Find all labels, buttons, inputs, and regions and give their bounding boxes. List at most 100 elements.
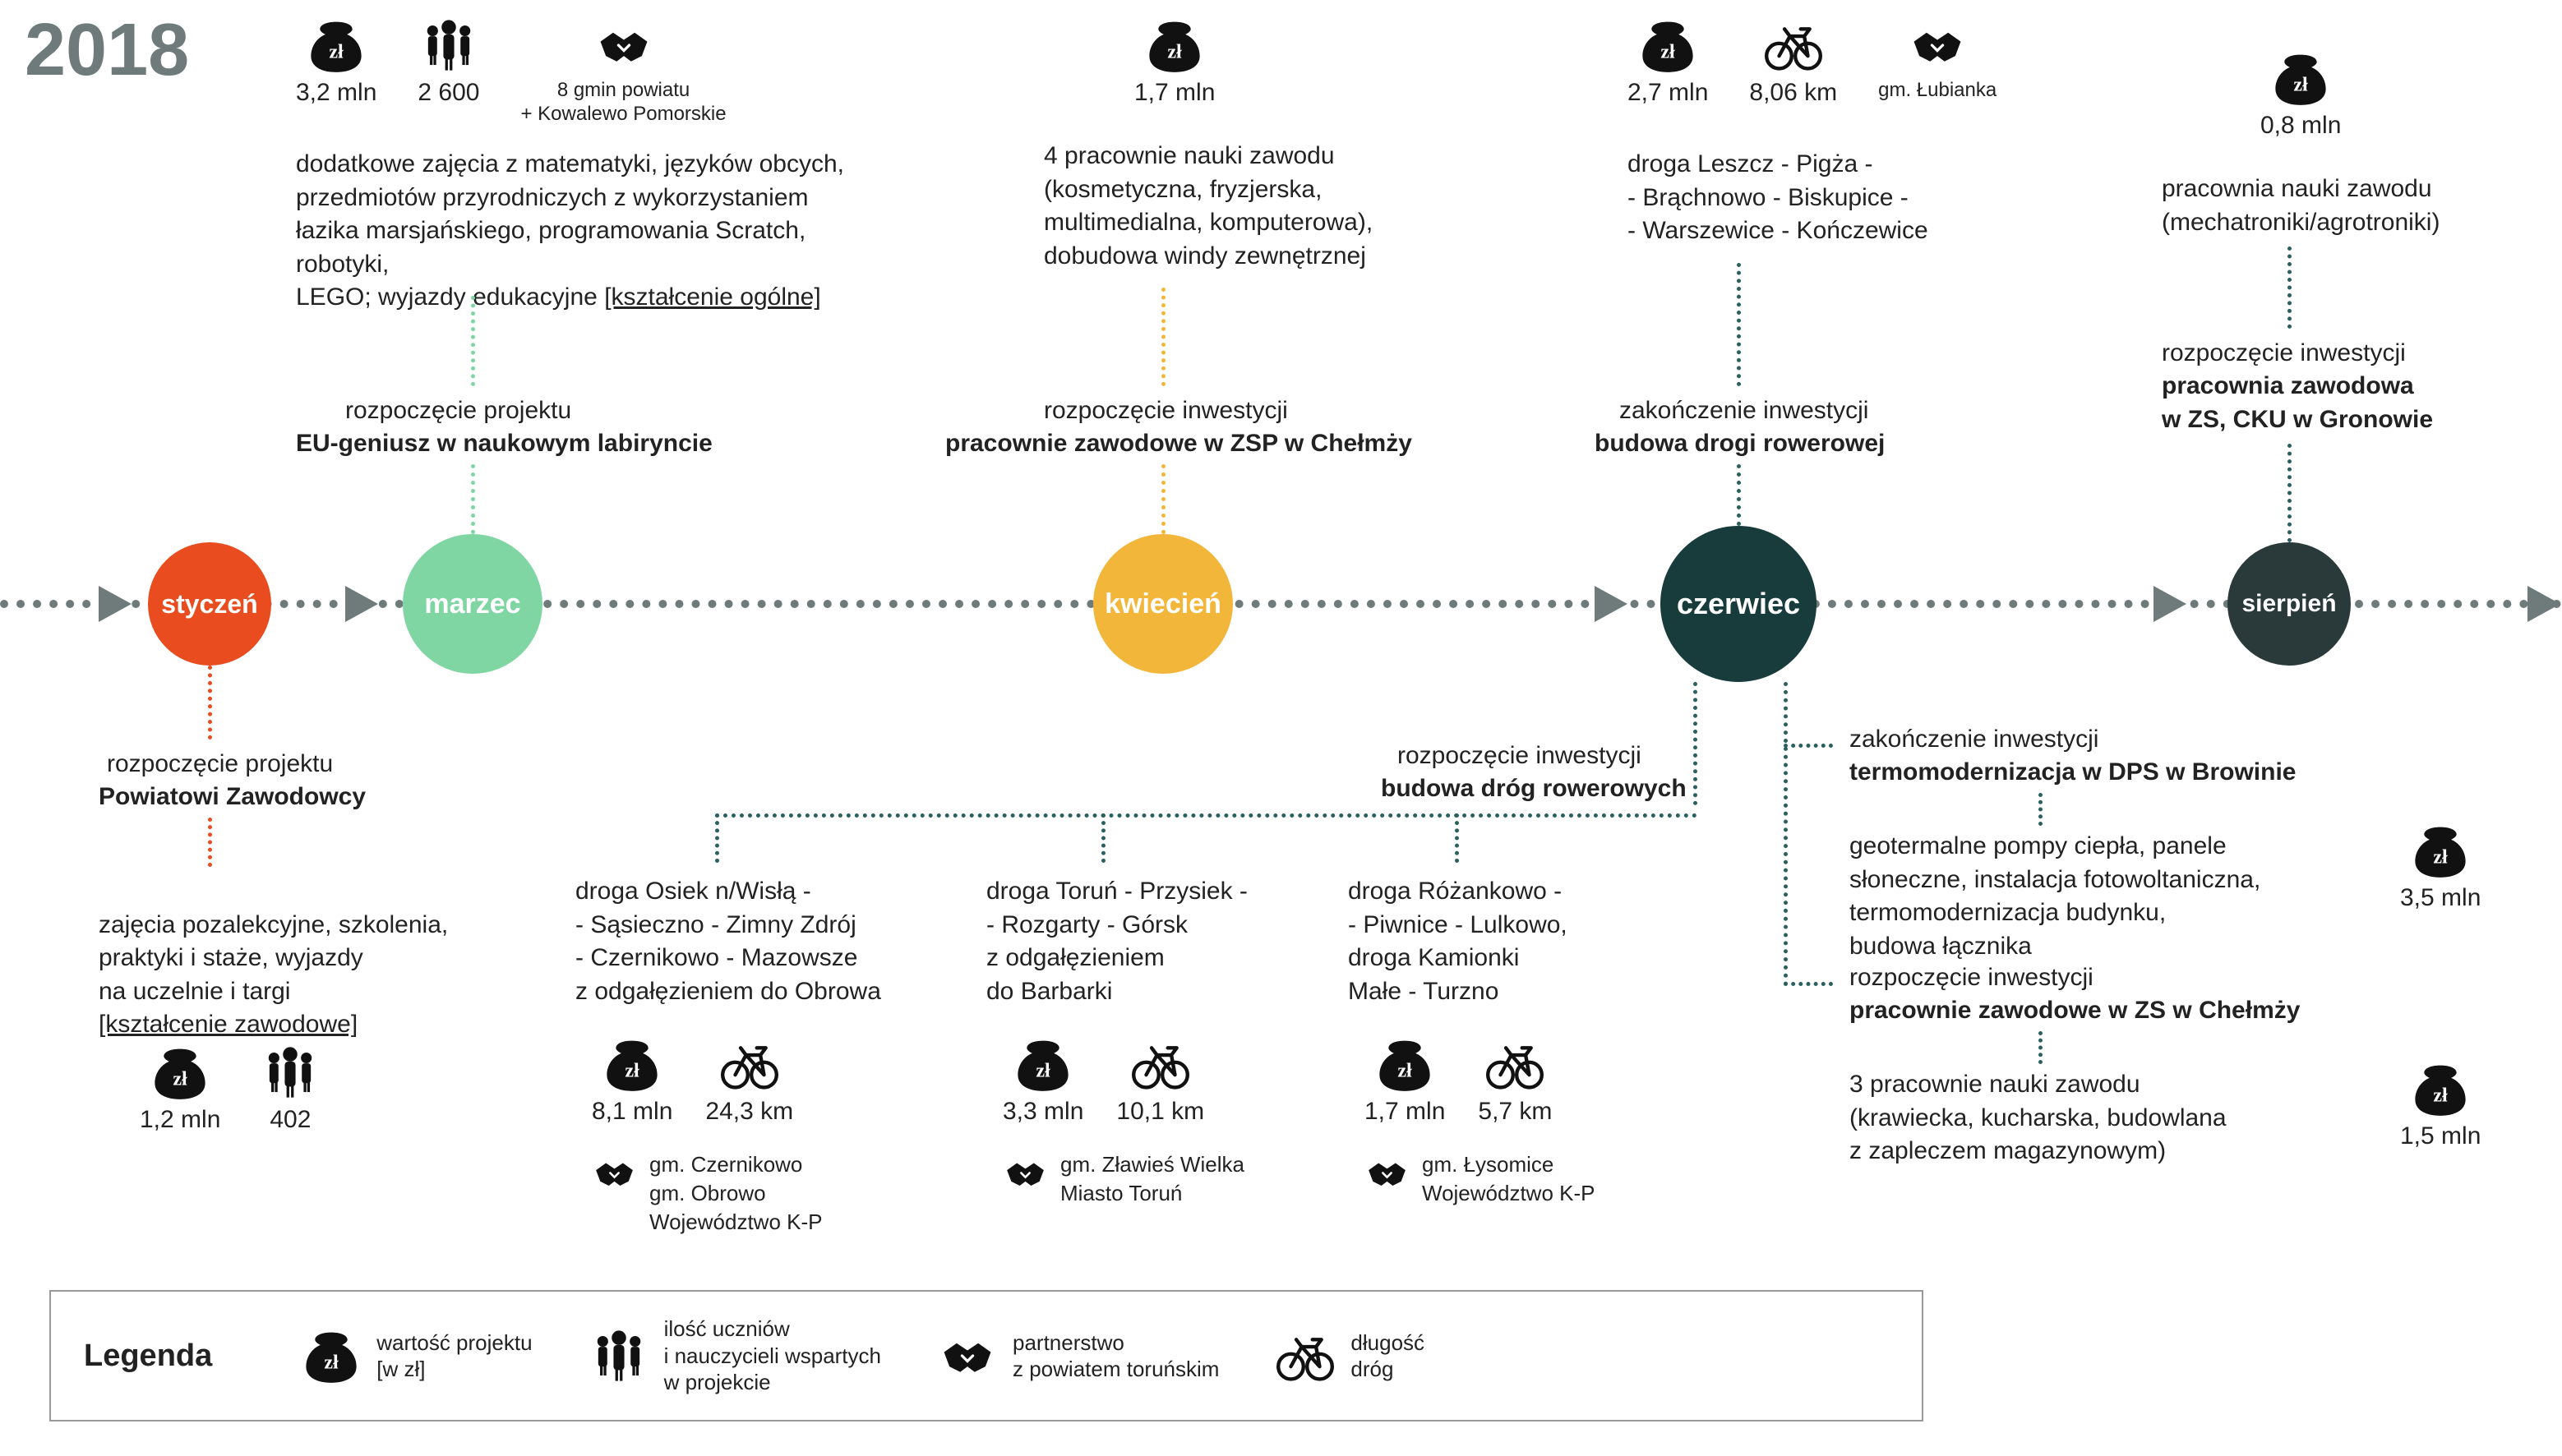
bike-icon: 24,3 km: [705, 1035, 793, 1126]
money-icon: 3,3 mln: [1003, 1035, 1083, 1126]
handshake-icon: [1003, 1150, 1048, 1196]
legend-item-people: ilość uczniów i nauczycieli wspartych w …: [590, 1315, 881, 1396]
marzec-top-icons: 3,2 mln 2 600 8 gmin powiatu+ Kowalewo P…: [296, 16, 727, 127]
handshake-icon: [939, 1327, 996, 1385]
marzec-connector2: [471, 464, 475, 534]
kwiecien-sub1: rozpoczęcie inwestycji: [1044, 394, 1288, 428]
money-icon: 1,5 mln: [2400, 1060, 2481, 1150]
road-2-partner: gm. Łysomice Województwo K-P: [1364, 1150, 1595, 1208]
cz-right-1-sub1: rozpoczęcie inwestycji: [1849, 961, 2093, 995]
bike-icon: 8,06 km: [1749, 16, 1837, 107]
marzec-sub2: EU-geniusz w naukowym labiryncie: [296, 427, 713, 461]
road-0-partner: gm. Czernikowo gm. Obrowo Województwo K-…: [592, 1150, 823, 1237]
handshake-icon: [1364, 1150, 1410, 1196]
kwiecien-connector2: [1161, 464, 1166, 534]
timeline-arrow: [345, 586, 378, 622]
road-1-desc: droga Toruń - Przysiek - - Rozgarty - Gó…: [986, 875, 1248, 1008]
timeline-arrow: [99, 586, 132, 622]
styczen-connector: [208, 666, 212, 740]
people-icon: [590, 1327, 648, 1385]
timeline-node-czerwiec: czerwiec: [1660, 526, 1816, 682]
people-icon: 2 600: [418, 16, 479, 107]
road-2-metrics: 1,7 mln 5,7 km: [1364, 1035, 1552, 1126]
bike-icon: 10,1 km: [1116, 1035, 1204, 1126]
timeline-node-sierpien: sierpień: [2227, 542, 2351, 666]
timeline-node-styczen: styczeń: [148, 542, 271, 666]
timeline-node-kwiecien: kwiecień: [1093, 534, 1233, 674]
kwiecien-top-icons: 1,7 mln: [1134, 16, 1215, 107]
czerwiec-sub1: zakończenie inwestycji: [1619, 394, 1868, 428]
timeline-node-marzec: marzec: [403, 534, 542, 674]
cz-right-1-money: 1,5 mln: [2400, 1060, 2481, 1150]
bike-icon: 5,7 km: [1478, 1035, 1552, 1126]
road-1-partner: gm. Zławieś Wielka Miasto Toruń: [1003, 1150, 1244, 1208]
timeline-arrow: [2153, 586, 2186, 622]
sierpien-connector2: [2287, 444, 2292, 542]
road-0-metrics: 8,1 mln 24,3 km: [592, 1035, 793, 1126]
road-0-desc: droga Osiek n/Wisłą - - Sąsieczno - Zimn…: [575, 875, 881, 1008]
styczen-bottom-icons: 1,2 mln 402: [140, 1044, 319, 1134]
cz-right-1-sub2: pracownie zawodowe w ZS w Chełmży: [1849, 994, 2300, 1028]
marzec-sub1: rozpoczęcie projektu: [345, 394, 571, 428]
money-icon: 1,2 mln: [140, 1044, 220, 1134]
legend-item-money: wartość projektu [w zł]: [302, 1327, 532, 1385]
legend-box: Legenda wartość projektu [w zł] ilość uc…: [49, 1290, 1923, 1421]
cz-right-0-sub2: termomodernizacja w DPS w Browinie: [1849, 756, 2296, 790]
handshake-icon: [592, 1150, 637, 1196]
money-icon: 8,1 mln: [592, 1035, 672, 1126]
kwiecien-top-desc: 4 pracownie nauki zawodu (kosmetyczna, f…: [1044, 140, 1373, 273]
czerwiec-down-connector: [1693, 682, 1697, 805]
cz-right-0-sub1: zakończenie inwestycji: [1849, 723, 2098, 757]
cz-right-1-desc: 3 pracownie nauki zawodu (krawiecka, kuc…: [1849, 1068, 2227, 1168]
czerwiec-sub2: budowa drogi rowerowej: [1595, 427, 1885, 461]
marzec-top-desc: dodatkowe zajęcia z matematyki, języków …: [296, 148, 871, 315]
road-2-desc: droga Różankowo - - Piwnice - Lulkowo, d…: [1348, 875, 1567, 1008]
kwiecien-sub2: pracownie zawodowe w ZSP w Chełmży: [945, 427, 1412, 461]
road1-v: [715, 813, 719, 863]
money-icon: 3,5 mln: [2400, 822, 2481, 912]
czerwiec-right-connector: [1784, 682, 1788, 986]
sierpien-connector: [2287, 247, 2292, 329]
money-icon: 1,7 mln: [1364, 1035, 1445, 1126]
road3-v: [1455, 813, 1459, 863]
cz-right-0-v: [2038, 793, 2043, 826]
styczen-sub1: rozpoczęcie projektu: [107, 748, 333, 781]
legend-title: Legenda: [84, 1339, 212, 1374]
money-icon: [302, 1327, 360, 1385]
czerwiec-top-icons: 2,7 mln 8,06 km gm. Łubianka: [1627, 16, 1997, 107]
cz-right-0-money: 3,5 mln: [2400, 822, 2481, 912]
czerwiec-roads-sub2: budowa dróg rowerowych: [1381, 772, 1687, 806]
cz-right-1-v: [2038, 1031, 2043, 1064]
road-1-metrics: 3,3 mln 10,1 km: [1003, 1035, 1204, 1126]
money-icon: 2,7 mln: [1627, 16, 1708, 107]
timeline-arrow: [2527, 586, 2560, 622]
styczen-desc: zajęcia pozalekcyjne, szkolenia, praktyk…: [99, 875, 448, 1042]
money-icon: 1,7 mln: [1134, 16, 1215, 107]
money-icon: 0,8 mln: [2260, 49, 2341, 140]
money-icon: 3,2 mln: [296, 16, 376, 107]
sierpien-sub2: pracownia zawodowa w ZS, CKU w Gronowie: [2162, 370, 2433, 436]
czerwiec-roads-sub1: rozpoczęcie inwestycji: [1397, 740, 1641, 773]
czerwiec-right-h1: [1784, 744, 1833, 748]
styczen-connector2: [208, 818, 212, 867]
legend-item-handshake: partnerstwo z powiatem toruńskim: [939, 1327, 1219, 1385]
czerwiec-connector: [1737, 263, 1741, 386]
legend-item-bike: długość dróg: [1276, 1327, 1424, 1385]
styczen-sub2: Powiatowi Zawodowcy: [99, 781, 366, 814]
road2-v: [1101, 813, 1106, 863]
handshake-icon: gm. Łubianka: [1878, 16, 1997, 103]
timeline-arrow: [1595, 586, 1627, 622]
sierpien-top-icons: 0,8 mln: [2260, 49, 2341, 140]
czerwiec-right-h2: [1784, 982, 1833, 986]
czerwiec-top-desc: droga Leszcz - Pigża - - Brąchnowo - Bis…: [1627, 148, 1928, 248]
sierpien-sub1: rozpoczęcie inwestycji: [2162, 337, 2406, 371]
cz-right-0-desc: geotermalne pompy ciepła, panele słonecz…: [1849, 830, 2260, 963]
bike-icon: [1276, 1327, 1334, 1385]
sierpien-top-desc: pracownia nauki zawodu (mechatroniki/agr…: [2162, 173, 2440, 239]
czerwiec-connector2: [1737, 464, 1741, 526]
kwiecien-connector: [1161, 288, 1166, 386]
year-title: 2018: [25, 8, 189, 93]
marzec-connector: [471, 296, 475, 386]
roads-hline: [715, 813, 1697, 818]
handshake-icon: 8 gmin powiatu+ Kowalewo Pomorskie: [520, 16, 726, 127]
